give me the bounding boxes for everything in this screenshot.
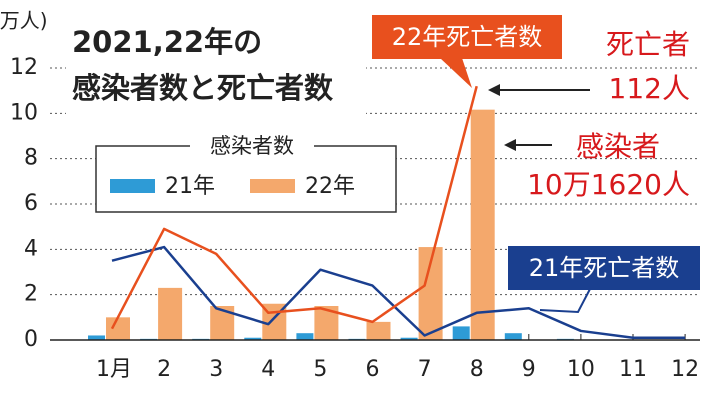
annotation-text: 112人 [609, 72, 690, 105]
line-label: 22年死亡者数 [392, 23, 543, 51]
x-tick-label: 8 [470, 357, 484, 382]
title-bg [66, 18, 366, 114]
annotation-text: 死亡者 [606, 28, 690, 61]
x-tick-label: 3 [209, 357, 223, 382]
bar [158, 287, 183, 340]
bar [88, 335, 105, 340]
legend-title: 感染者数 [210, 134, 294, 158]
legend-swatch [250, 179, 295, 193]
bar [452, 326, 470, 340]
y-tick-label: 12 [10, 55, 38, 80]
annotation-text: 感染者 [576, 130, 660, 163]
line [111, 245, 686, 339]
bar [296, 333, 314, 340]
x-tick-label: 6 [366, 357, 380, 382]
x-tick-label: 12 [671, 357, 699, 382]
y-tick-label: 10 [10, 100, 38, 125]
annotation-pointer [539, 288, 591, 314]
y-tick-label: 0 [24, 327, 38, 352]
bar [244, 337, 262, 340]
annotation-text: 10万1620人 [527, 168, 690, 201]
chart-title: 感染者数と死亡者数 [72, 71, 334, 105]
y-tick-label: 4 [24, 236, 38, 261]
y-tick-label: 8 [24, 146, 38, 171]
legend-swatch [110, 179, 155, 193]
legend-label: 22年 [305, 174, 355, 199]
bar [366, 321, 391, 340]
x-tick-label: 9 [522, 357, 536, 382]
annotation-pointer [440, 58, 472, 88]
annotation-box [508, 246, 700, 290]
bar [106, 317, 130, 340]
x-tick-label: 2 [157, 357, 171, 382]
x-tick-label: 7 [418, 357, 432, 382]
x-tick-label: 11 [619, 357, 647, 382]
chart-title: 2021,22年の [72, 25, 262, 59]
bar [470, 109, 495, 340]
annotation-arrowhead [504, 139, 516, 151]
annotation-box [372, 15, 562, 59]
x-tick-label: 4 [261, 357, 275, 382]
y-axis-label: (万人) [0, 9, 48, 33]
x-tick-label: 10 [567, 357, 595, 382]
bar [400, 337, 418, 340]
legend-label: 21年 [165, 174, 215, 199]
bar [504, 333, 522, 340]
x-tick-label: 5 [313, 357, 327, 382]
annotation-arrowhead [488, 84, 500, 96]
x-tick-label: 1月 [96, 357, 132, 382]
y-tick-label: 6 [24, 191, 38, 216]
y-tick-label: 2 [24, 282, 38, 307]
line [110, 85, 478, 330]
legend-title-bg [190, 136, 314, 158]
line-label: 21年死亡者数 [529, 254, 680, 282]
